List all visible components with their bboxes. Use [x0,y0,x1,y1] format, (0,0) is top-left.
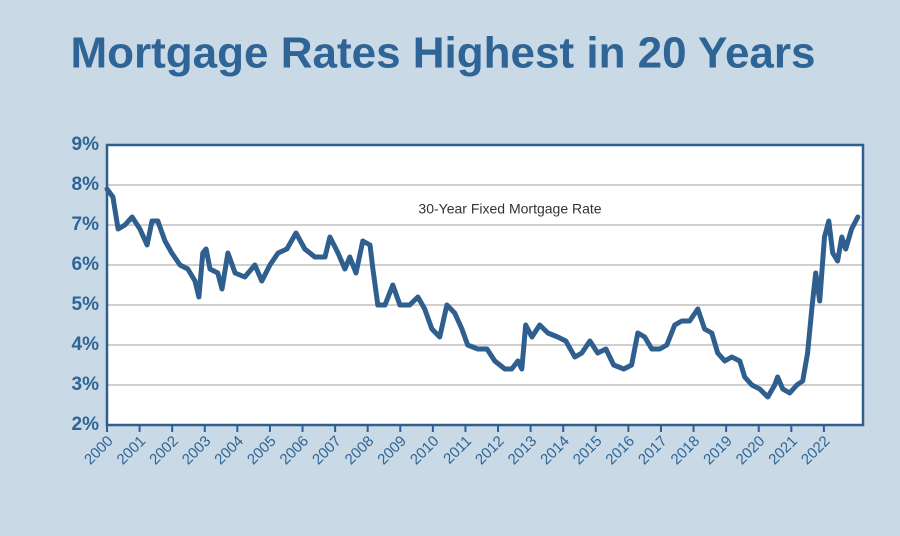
y-tick-label: 4% [72,334,100,355]
y-tick-label: 9% [72,134,100,155]
chart-title: Mortgage Rates Highest in 20 Years [70,29,815,78]
y-tick-label: 6% [72,254,100,275]
y-tick-label: 3% [72,374,100,395]
plot-area [107,145,863,425]
plot-border [105,143,865,427]
y-tick-label: 2% [72,414,100,435]
series-line [104,186,861,400]
y-tick-label: 8% [72,174,100,195]
series-label: 30-Year Fixed Mortgage Rate [418,201,601,217]
y-tick-label: 7% [72,214,100,235]
y-tick-label: 5% [72,294,100,315]
